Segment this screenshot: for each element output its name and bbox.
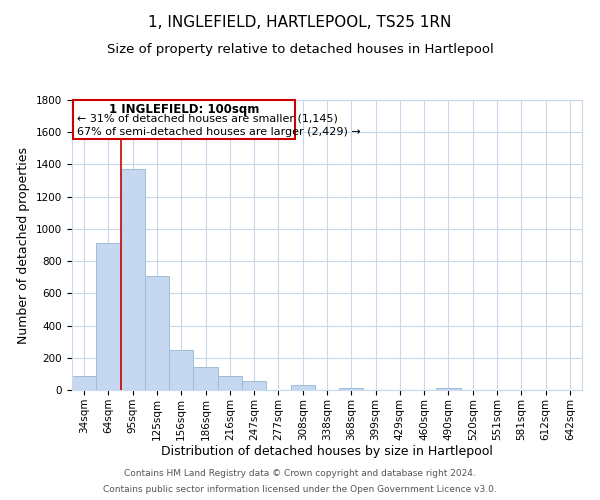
Text: ← 31% of detached houses are smaller (1,145): ← 31% of detached houses are smaller (1,… <box>77 114 338 124</box>
Text: 67% of semi-detached houses are larger (2,429) →: 67% of semi-detached houses are larger (… <box>77 128 361 138</box>
Bar <box>290 385 315 390</box>
Bar <box>121 170 145 390</box>
Bar <box>242 381 266 390</box>
X-axis label: Distribution of detached houses by size in Hartlepool: Distribution of detached houses by size … <box>161 446 493 458</box>
Bar <box>436 388 461 390</box>
Bar <box>169 350 193 390</box>
Text: 1 INGLEFIELD: 100sqm: 1 INGLEFIELD: 100sqm <box>109 103 260 116</box>
Bar <box>218 376 242 390</box>
Bar <box>193 366 218 390</box>
Text: Contains public sector information licensed under the Open Government Licence v3: Contains public sector information licen… <box>103 485 497 494</box>
Bar <box>145 276 169 390</box>
Bar <box>72 376 96 390</box>
Text: Contains HM Land Registry data © Crown copyright and database right 2024.: Contains HM Land Registry data © Crown c… <box>124 468 476 477</box>
Text: Size of property relative to detached houses in Hartlepool: Size of property relative to detached ho… <box>107 42 493 56</box>
Y-axis label: Number of detached properties: Number of detached properties <box>17 146 31 344</box>
Bar <box>96 244 121 390</box>
Bar <box>73 100 295 140</box>
Text: 1, INGLEFIELD, HARTLEPOOL, TS25 1RN: 1, INGLEFIELD, HARTLEPOOL, TS25 1RN <box>148 15 452 30</box>
Bar <box>339 388 364 390</box>
